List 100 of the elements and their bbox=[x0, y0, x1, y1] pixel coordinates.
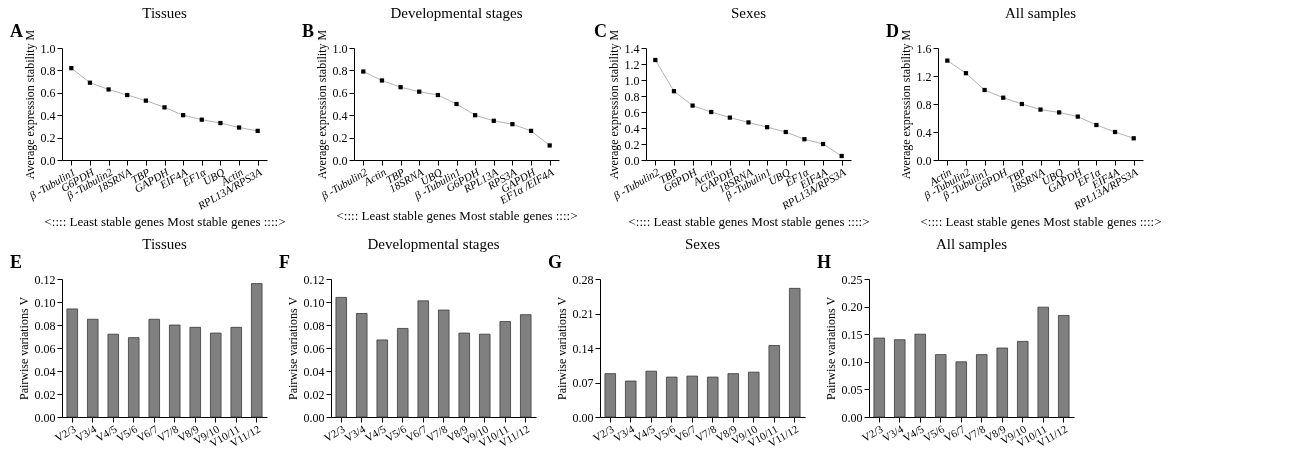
y-tick-label: 0.00 bbox=[34, 410, 56, 425]
y-tick-label: 0.00 bbox=[841, 410, 863, 425]
chart-title: Developmental stages bbox=[390, 5, 523, 21]
text: A bbox=[10, 21, 23, 41]
y-tick-label: 0.2 bbox=[624, 137, 640, 152]
text: C bbox=[594, 21, 607, 41]
y-tick-label: 0.02 bbox=[303, 387, 325, 402]
y-tick-label: 0.00 bbox=[303, 410, 325, 425]
y-axis-title: Pairwise variations V bbox=[16, 296, 31, 401]
bar bbox=[335, 297, 347, 418]
bar bbox=[356, 313, 368, 418]
bar bbox=[789, 287, 801, 418]
text: G bbox=[548, 252, 563, 272]
x-axis-title: <:::: Least stable genes Most stable genes ::::> bbox=[44, 213, 286, 229]
y-tick-label: 0.10 bbox=[303, 295, 325, 310]
y-tick-label: 0.6 bbox=[40, 86, 56, 101]
y-tick-label: 0.6 bbox=[332, 86, 348, 101]
bar bbox=[479, 333, 491, 418]
bar bbox=[727, 373, 739, 418]
bar bbox=[189, 326, 201, 418]
y-tick-label: 1.2 bbox=[916, 69, 932, 84]
y-tick-label: 0.02 bbox=[34, 387, 56, 402]
y-axis-title: Pairwise variations V bbox=[285, 296, 300, 401]
y-tick-label: 0.06 bbox=[303, 341, 325, 356]
y-tick-label: 0.2 bbox=[332, 131, 348, 146]
x-axis-title: <:::: Least stable genes Most stable genes ::::> bbox=[628, 213, 870, 229]
y-tick-label: 0.25 bbox=[841, 272, 863, 287]
bar bbox=[625, 380, 637, 418]
y-axis-title: Average expression stability M bbox=[898, 29, 913, 180]
y-tick-label: 0.14 bbox=[572, 341, 594, 356]
bar bbox=[666, 376, 678, 418]
bar bbox=[520, 314, 532, 418]
text: D bbox=[886, 21, 899, 41]
y-tick-label: 0.10 bbox=[841, 355, 863, 370]
bar bbox=[935, 354, 947, 418]
y-tick-label: 0.4 bbox=[40, 108, 56, 123]
bar bbox=[230, 326, 242, 418]
chart-title: Developmental stages bbox=[367, 236, 500, 252]
y-tick-label: 0.8 bbox=[332, 63, 348, 78]
y-axis-title: Pairwise variations V bbox=[823, 296, 838, 401]
bar bbox=[996, 347, 1008, 418]
chart-title: Tissues bbox=[142, 236, 187, 252]
y-tick-label: 0.4 bbox=[624, 121, 640, 136]
y-tick-label: 0.8 bbox=[916, 97, 932, 112]
y-tick-label: 0.6 bbox=[624, 105, 640, 120]
bar bbox=[645, 370, 657, 418]
y-tick-label: 0.2 bbox=[40, 131, 56, 146]
bar bbox=[128, 337, 140, 418]
bar bbox=[894, 339, 906, 418]
y-tick-label: 0.0 bbox=[624, 153, 640, 168]
bar bbox=[438, 309, 450, 418]
bar bbox=[1017, 340, 1029, 418]
text: H bbox=[817, 252, 832, 272]
text: E bbox=[10, 252, 23, 272]
y-axis-title: Pairwise variations V bbox=[554, 296, 569, 401]
chart-title: Sexes bbox=[731, 5, 767, 21]
y-tick-label: 0.8 bbox=[624, 89, 640, 104]
bar bbox=[458, 332, 470, 418]
bar bbox=[148, 318, 160, 418]
y-tick-label: 1.0 bbox=[624, 73, 640, 88]
y-tick-label: 0.20 bbox=[841, 300, 863, 315]
y-tick-label: 0.08 bbox=[303, 318, 325, 333]
y-tick-label: 0.0 bbox=[332, 153, 348, 168]
y-tick-label: 0.10 bbox=[34, 295, 56, 310]
bar bbox=[251, 283, 263, 418]
text: B bbox=[302, 21, 315, 41]
chart-title: All samples bbox=[1004, 5, 1077, 21]
y-tick-label: 0.07 bbox=[572, 376, 594, 390]
bar bbox=[107, 333, 119, 418]
y-tick-label: 0.06 bbox=[34, 341, 56, 356]
bar bbox=[376, 339, 388, 418]
bar bbox=[169, 324, 181, 418]
y-tick-label: 0.05 bbox=[841, 382, 863, 397]
y-tick-label: 0.12 bbox=[34, 272, 56, 287]
bar bbox=[707, 376, 719, 418]
y-axis-title: Average expression stability M bbox=[314, 29, 329, 180]
y-tick-label: 0.12 bbox=[303, 272, 325, 287]
x-axis-title: <:::: Least stable genes Most stable genes ::::> bbox=[336, 207, 578, 223]
y-tick-label: 0.28 bbox=[572, 272, 594, 287]
chart-title: Sexes bbox=[685, 236, 721, 252]
bar bbox=[976, 354, 988, 418]
bar bbox=[1037, 306, 1049, 418]
y-tick-label: 0.04 bbox=[34, 364, 56, 379]
y-axis-title: Average expression stability M bbox=[606, 29, 621, 180]
y-tick-label: 1.2 bbox=[624, 57, 640, 72]
bar bbox=[417, 300, 429, 418]
y-tick-label: 0.00 bbox=[572, 410, 594, 425]
y-tick-label: 1.4 bbox=[624, 41, 640, 56]
bar bbox=[87, 318, 99, 418]
y-tick-label: 0.4 bbox=[332, 108, 348, 123]
chart-title: All samples bbox=[935, 236, 1008, 252]
bar bbox=[914, 333, 926, 418]
y-tick-label: 1.0 bbox=[40, 41, 56, 56]
x-axis-title: <:::: Least stable genes Most stable genes ::::> bbox=[920, 213, 1162, 229]
bar bbox=[768, 345, 780, 418]
text: F bbox=[279, 252, 290, 272]
y-tick-label: 0.04 bbox=[303, 364, 325, 379]
y-tick-label: 0.0 bbox=[40, 153, 56, 168]
y-tick-label: 0.21 bbox=[572, 307, 594, 321]
y-tick-label: 0.08 bbox=[34, 318, 56, 333]
